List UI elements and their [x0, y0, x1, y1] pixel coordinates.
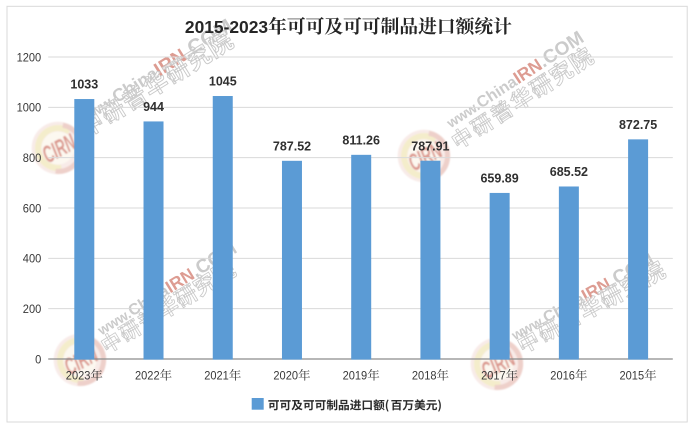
svg-text:600: 600: [23, 201, 42, 215]
svg-text:2023: 2023: [66, 369, 91, 383]
svg-text:811.26: 811.26: [342, 134, 380, 148]
svg-text:400: 400: [23, 252, 42, 266]
svg-text:2022: 2022: [135, 369, 160, 383]
svg-text:1000: 1000: [17, 101, 42, 115]
svg-text:2015: 2015: [620, 369, 645, 383]
svg-text:200: 200: [23, 302, 42, 316]
svg-text:659.89: 659.89: [480, 172, 518, 186]
svg-text:2017: 2017: [481, 369, 506, 383]
svg-text:2018: 2018: [412, 369, 437, 383]
svg-text:2020: 2020: [273, 369, 298, 383]
svg-text:800: 800: [23, 151, 42, 165]
svg-text:1045: 1045: [209, 75, 237, 89]
svg-text:872.75: 872.75: [619, 118, 657, 132]
svg-text:0: 0: [35, 352, 41, 366]
svg-text:1033: 1033: [70, 78, 98, 92]
svg-text:2016: 2016: [550, 369, 575, 383]
svg-text:2021: 2021: [204, 369, 229, 383]
svg-text:787.91: 787.91: [411, 139, 449, 153]
svg-text:685.52: 685.52: [550, 165, 588, 179]
svg-text:787.52: 787.52: [273, 140, 311, 154]
svg-text:1200: 1200: [17, 50, 42, 64]
svg-text:944: 944: [143, 100, 164, 114]
svg-text:2019: 2019: [343, 369, 368, 383]
svg-text:2015-2023: 2015-2023: [185, 17, 269, 37]
